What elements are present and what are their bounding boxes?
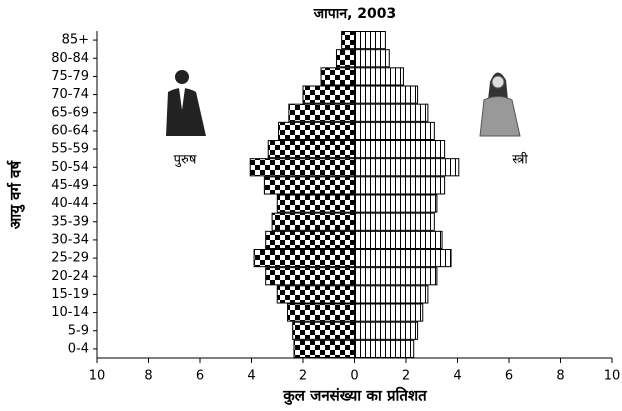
y-tick-label: 60-64	[51, 123, 89, 138]
bar	[354, 121, 435, 141]
bar	[253, 249, 355, 268]
y-tick-label: 45-49	[51, 178, 89, 193]
y-tick-label: 15-19	[51, 287, 89, 302]
x-tick-label: 8	[556, 369, 564, 384]
bar	[354, 267, 438, 286]
bar	[276, 194, 355, 213]
bar	[249, 158, 355, 177]
y-axis-label: आयु वर्ग वर्ष	[7, 160, 26, 230]
bar	[267, 140, 355, 159]
x-tick-label: 10	[604, 369, 621, 384]
legend-label: पुरुष	[174, 153, 197, 168]
y-tick-label: 80-84	[51, 51, 89, 66]
bar	[265, 267, 356, 286]
bar	[354, 230, 443, 249]
bar	[354, 31, 386, 50]
y-tick-label: 40-44	[51, 196, 89, 211]
y-tick-label: 10-14	[51, 305, 89, 320]
bar	[354, 67, 404, 86]
x-tick-label: 2	[402, 369, 410, 384]
bar	[354, 194, 438, 213]
bar	[354, 339, 415, 359]
bar	[354, 303, 424, 322]
bar	[354, 321, 419, 340]
female-icon	[479, 72, 521, 137]
x-tick-label: 4	[247, 369, 255, 384]
bar	[354, 49, 390, 68]
bar	[341, 31, 355, 50]
bar	[271, 212, 356, 231]
y-tick-label: 20-24	[51, 269, 89, 284]
bar	[354, 212, 435, 231]
bar	[354, 103, 429, 122]
bar	[278, 121, 356, 141]
bar	[265, 230, 356, 249]
bar	[335, 49, 356, 68]
x-tick-label: 6	[505, 369, 513, 384]
x-tick-label: 8	[144, 369, 152, 384]
bar	[287, 303, 355, 322]
bar	[354, 158, 460, 177]
bar	[263, 176, 355, 195]
y-tick-label: 85+	[62, 33, 89, 48]
bar	[354, 285, 429, 304]
y-tick-label: 50-54	[51, 160, 89, 175]
bar	[354, 249, 452, 268]
bar	[288, 103, 355, 122]
bar	[354, 176, 446, 195]
y-tick-label: 30-34	[51, 232, 89, 247]
male-icon	[166, 70, 206, 136]
y-tick-label: 5-9	[68, 323, 89, 338]
bar	[292, 321, 356, 340]
bar	[302, 85, 355, 104]
legend-label: स्त्री	[512, 152, 528, 168]
chart-title: जापान, 2003	[313, 6, 397, 22]
x-axis-label: कुल जनसंख्या का प्रतिशत	[282, 387, 428, 406]
bar	[354, 140, 446, 159]
bar	[293, 339, 355, 359]
y-tick-label: 55-59	[51, 142, 89, 157]
y-tick-label: 35-39	[51, 214, 89, 229]
y-tick-label: 70-74	[51, 87, 89, 102]
x-tick-label: 6	[196, 369, 204, 384]
y-tick-label: 65-69	[51, 105, 89, 120]
x-tick-label: 2	[299, 369, 307, 384]
x-tick-label: 10	[89, 369, 106, 384]
bar	[354, 85, 419, 104]
bar	[320, 67, 355, 86]
y-tick-label: 0-4	[68, 341, 89, 356]
y-tick-label: 75-79	[51, 69, 89, 84]
x-tick-label: 0	[350, 369, 358, 384]
bar	[276, 285, 355, 304]
x-tick-label: 4	[453, 369, 461, 384]
y-tick-label: 25-29	[51, 251, 89, 266]
